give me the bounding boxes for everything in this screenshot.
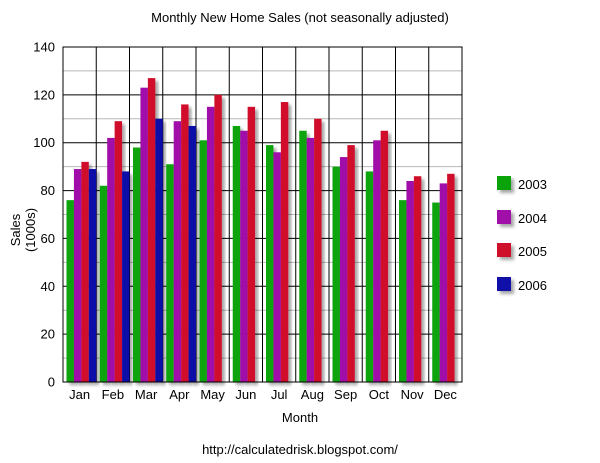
bar (432, 202, 440, 382)
bar (299, 130, 307, 382)
x-tick-label: Nov (401, 387, 425, 402)
bar (107, 137, 115, 382)
bar (173, 121, 182, 382)
legend-item: 2003 (497, 174, 597, 208)
bar (73, 169, 82, 382)
legend-swatch (497, 243, 511, 258)
y-axis-label: Sales (1000s) (8, 207, 38, 253)
bar (232, 125, 241, 382)
y-tick-label: 60 (41, 231, 55, 246)
x-tick-label: Mar (135, 387, 158, 402)
x-tick-label: Oct (369, 387, 390, 402)
bar (339, 157, 348, 382)
bar (399, 200, 407, 382)
source-url: http://calculatedrisk.blogspot.com/ (202, 442, 398, 457)
x-tick-label: Jan (69, 387, 90, 402)
plot-border (62, 46, 463, 383)
bar (373, 140, 381, 382)
bar (188, 125, 196, 382)
bar (214, 94, 222, 382)
x-axis-label: Month (281, 410, 319, 425)
legend-label: 2003 (518, 177, 547, 192)
bar (81, 161, 89, 382)
bar (266, 145, 274, 382)
bar (99, 185, 108, 382)
legend-swatch (497, 209, 511, 224)
bar (114, 121, 123, 382)
y-tick-label: 40 (41, 279, 55, 294)
legend-label: 2005 (518, 244, 547, 260)
bar (166, 164, 174, 382)
x-tick-label: Jun (235, 387, 256, 402)
bar (332, 166, 340, 382)
bar (280, 102, 289, 383)
legend-item: 2005 (497, 241, 597, 275)
legend-item: 2004 (497, 208, 597, 242)
bar (147, 78, 156, 382)
bar (66, 200, 74, 382)
legend-label: 2004 (518, 210, 547, 226)
y-tick-label: 140 (33, 40, 55, 55)
x-tick-label: May (200, 387, 225, 402)
legend-label: 2006 (518, 278, 547, 294)
x-tick-label: Dec (434, 387, 458, 402)
legend-swatch (497, 176, 511, 190)
x-tick-label: Aug (301, 387, 324, 402)
bar (88, 169, 97, 382)
bar (133, 147, 141, 382)
bar (380, 130, 389, 382)
bars (66, 78, 455, 383)
bar (199, 140, 207, 382)
bar (247, 106, 256, 383)
bar (273, 152, 281, 382)
bar (314, 118, 322, 383)
y-tick-label: 100 (33, 135, 55, 150)
y-tick-label: 120 (33, 87, 55, 102)
legend-item: 2006 (497, 275, 597, 309)
bar (365, 171, 374, 382)
bar (122, 171, 130, 382)
y-tick-label: 0 (48, 375, 55, 390)
legend-swatch (497, 277, 511, 292)
x-tick-label: Jul (271, 387, 288, 402)
legend: 2003 2004 2005 2006 (497, 174, 597, 309)
bar (439, 183, 448, 382)
axes: 0 20 40 60 80 100 120 140 Jan Feb Mar Apr May Jun Jul A… (33, 40, 463, 402)
x-tick-label: Sep (334, 387, 357, 402)
bar (347, 145, 355, 382)
y-tick-label: 80 (41, 183, 55, 198)
x-tick-label: Feb (102, 387, 124, 402)
bar (447, 173, 455, 382)
bar (155, 118, 163, 383)
bar (181, 104, 189, 382)
chart-title: Monthly New Home Sales (not seasonally a… (151, 10, 449, 25)
bar (413, 176, 422, 382)
bar (206, 106, 215, 383)
bar (140, 87, 148, 382)
bar (406, 181, 414, 382)
bar (240, 130, 248, 382)
x-tick-label: Apr (169, 387, 190, 402)
y-tick-label: 20 (41, 327, 55, 342)
bar (306, 137, 315, 382)
